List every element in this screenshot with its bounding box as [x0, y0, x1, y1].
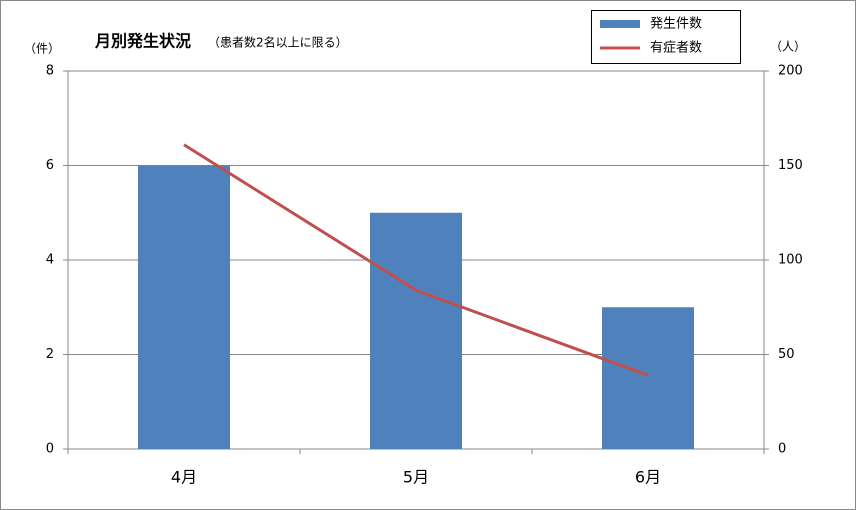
- y-axis-label: （件）: [24, 42, 60, 56]
- y2-axis-label: （人）: [770, 40, 806, 54]
- bar: [602, 307, 694, 449]
- legend-label: 発生件数: [650, 17, 702, 32]
- x-tick-label: 5月: [403, 468, 429, 487]
- y2-tick-label: 0: [778, 442, 786, 457]
- chart-title: 月別発生状況: [94, 32, 191, 51]
- legend-swatch: [600, 20, 640, 28]
- y2-tick-label: 200: [778, 64, 803, 79]
- y-tick-label: 4: [46, 253, 54, 268]
- legend-label: 有症者数: [650, 41, 702, 56]
- bar: [138, 165, 230, 449]
- line: [183, 143, 649, 377]
- y2-tick-label: 50: [778, 347, 795, 362]
- chart-subtitle: （患者数2名以上に限る）: [208, 35, 348, 50]
- y2-tick-label: 100: [778, 253, 803, 268]
- y-tick-label: 2: [46, 347, 54, 362]
- legend-box: [591, 10, 741, 64]
- y-tick-label: 8: [46, 64, 54, 79]
- x-tick-label: 4月: [171, 468, 197, 487]
- bar: [370, 212, 462, 449]
- y-tick-label: 6: [46, 158, 54, 173]
- x-tick-label: 6月: [635, 468, 661, 487]
- y2-tick-label: 150: [778, 158, 803, 173]
- y-tick-label: 0: [46, 442, 54, 457]
